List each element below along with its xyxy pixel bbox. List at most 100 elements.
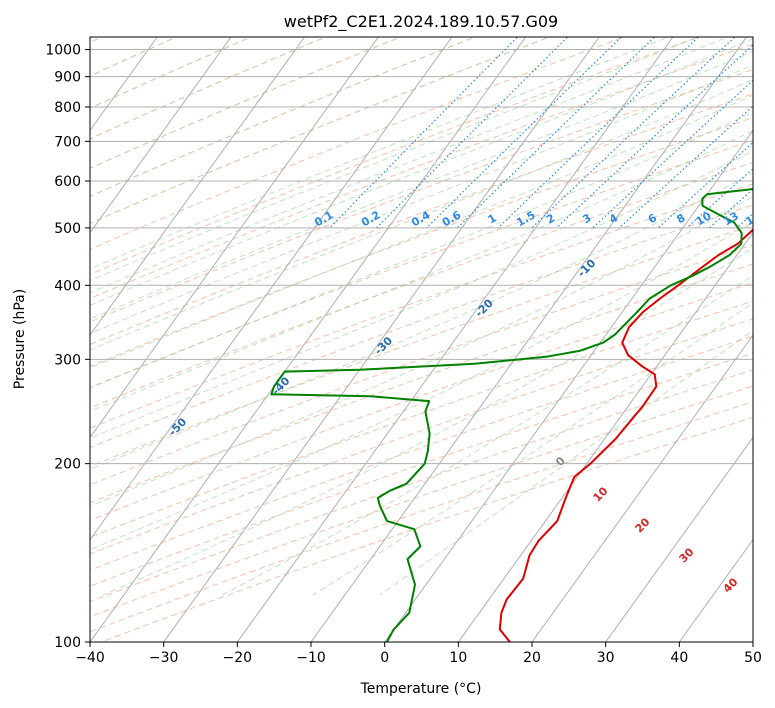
isotherm-line: [384, 129, 753, 642]
moist-adiabat-line: [90, 64, 753, 335]
isotherm-line: [90, 37, 379, 439]
temperature-line: [498, 228, 753, 642]
x-axis: −40 −30 −20 −10 0 10 20 30 40 50: [75, 642, 762, 666]
y-tick-label: 500: [54, 221, 81, 237]
moist-adiabat-line: [90, 130, 753, 412]
isotherm-line: [163, 37, 600, 642]
isotherm-line: [678, 538, 753, 642]
isotherm-line: [90, 37, 453, 541]
mixing-ratio-label: 1.5: [514, 208, 537, 229]
isotherm-line: [310, 37, 748, 642]
isotherms: [0, 35, 753, 656]
x-tick-label: 50: [744, 650, 762, 666]
mixing-ratio-line: [556, 44, 753, 229]
y-tick-label: 1000: [45, 43, 81, 59]
moist-adiabat-label: 10: [591, 484, 611, 504]
mixing-ratio-lines: [329, 35, 775, 229]
y-axis-label: Pressure (hPa): [12, 289, 28, 389]
moist-adiabat-line: [90, 37, 700, 282]
mixing-ratio-line: [759, 35, 775, 228]
x-tick-label: −20: [223, 650, 253, 666]
isotherm-line: [531, 334, 753, 642]
mixing-ratio-label: 4: [607, 211, 620, 226]
mixing-ratio-label: 0.4: [409, 208, 433, 229]
dewpoint-line: [270, 187, 753, 642]
mixing-ratio-line: [686, 167, 753, 229]
mixing-ratio-label: 3: [580, 211, 593, 226]
mixing-ratio-label: 16: [743, 209, 763, 228]
dry-adiabat-label: -30: [372, 334, 395, 357]
plot-frame: [89, 36, 754, 643]
profile-lines: [270, 187, 753, 642]
moist-adiabat-line: [90, 37, 670, 270]
x-tick-label: 0: [380, 650, 389, 666]
y-tick-label: 400: [54, 278, 81, 294]
isotherm-line: [0, 35, 12, 656]
mixing-ratio-label: 2: [544, 211, 557, 226]
moist-adiabat-line: [90, 150, 753, 439]
dry-adiabat-line: [90, 37, 552, 224]
dry-adiabat-line: [90, 37, 253, 109]
dry-adiabat-line: [90, 244, 753, 486]
moist-adiabat-label: 30: [677, 545, 697, 565]
moist-adiabat-line: [102, 247, 753, 596]
mixing-ratio-line: [376, 37, 569, 229]
dry-adiabat-line: [90, 161, 753, 409]
moist-adiabat-line: [90, 172, 753, 471]
moist-adiabat-line: [90, 94, 753, 369]
x-tick-label: 20: [523, 650, 541, 666]
moist-adiabat-line: [90, 78, 753, 351]
mixing-ratio-line: [736, 212, 753, 229]
moist-adiabat-line: [90, 111, 753, 389]
isotherm-line: [90, 37, 306, 336]
mixing-ratio-label: 10: [694, 209, 714, 228]
moist-adiabat-line: [221, 274, 753, 596]
dry-adiabat-line: [90, 385, 753, 618]
dry-adiabat-line: [90, 43, 753, 300]
mixing-ratio-line: [497, 37, 700, 229]
mixing-ratio-line: [531, 37, 736, 229]
y-tick-label: 200: [54, 457, 81, 473]
mixing-ratio-line: [329, 37, 519, 229]
moist-adiabats: [90, 37, 753, 596]
mixing-ratio-line: [426, 37, 623, 229]
y-tick-label: 700: [54, 134, 81, 150]
moist-adiabat-line: [90, 50, 753, 320]
moist-adiabat-line: [90, 37, 729, 294]
mixing-ratio-line: [592, 79, 753, 229]
moist-adiabat-label: 20: [633, 515, 653, 535]
isotherm-line: [457, 231, 753, 642]
dry-adiabat-line: [90, 37, 626, 250]
mixing-ratio-line: [657, 141, 753, 229]
moist-adiabat-line: [312, 302, 753, 596]
chart-title: wetPf2_C2E1.2024.189.10.57.G09: [284, 12, 558, 32]
isobars: [90, 49, 753, 642]
dry-adiabat-label: -10: [575, 256, 598, 279]
y-tick-label: 100: [54, 635, 81, 651]
isotherm-line: [236, 37, 674, 642]
y-axis: 1000 900 800 700 600 500 400 300 200 100: [45, 43, 90, 651]
isotherm-line: [90, 37, 527, 642]
plot-area: 0.10.20.40.611.52346810131620253036-100-…: [0, 35, 775, 656]
y-tick-label: 900: [54, 70, 81, 86]
x-tick-label: −30: [149, 650, 179, 666]
x-axis-label: Temperature (°C): [360, 681, 482, 697]
dry-adiabat-line: [90, 369, 753, 603]
y-tick-label: 600: [54, 174, 81, 190]
y-tick-label: 300: [54, 352, 81, 368]
dry-adiabat-line: [90, 37, 402, 169]
moist-adiabat-line: [90, 196, 753, 507]
x-tick-label: 10: [449, 650, 467, 666]
isotherm-line: [605, 436, 753, 642]
y-tick-label: 800: [54, 100, 81, 116]
moist-adiabat-line: [90, 221, 753, 551]
moist-adiabat-label: 40: [721, 575, 741, 595]
isotherm-line: [90, 37, 232, 234]
x-tick-label: −40: [75, 650, 105, 666]
x-tick-label: 30: [597, 650, 615, 666]
isotherm-line: [752, 641, 753, 642]
moist-adiabat-label: 0: [553, 454, 568, 469]
dry-adiabat-line: [90, 300, 753, 538]
mixing-ratio-label: 20: [767, 209, 775, 228]
